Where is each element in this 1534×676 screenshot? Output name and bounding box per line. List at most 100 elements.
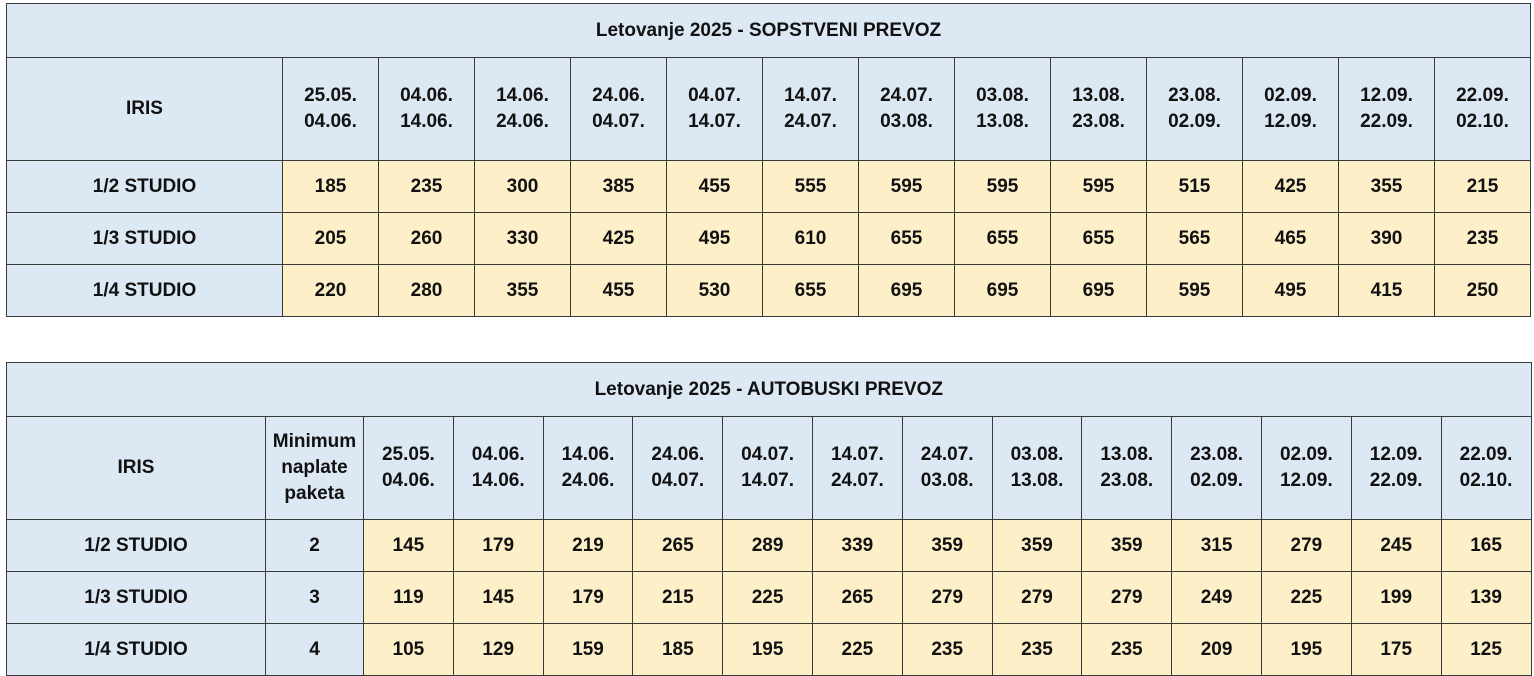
price-cell: 425 [570, 212, 667, 265]
period-start: 02.09. [1264, 85, 1317, 106]
price-cell: 195 [722, 623, 813, 676]
period-start: 04.07. [741, 444, 794, 465]
table-row: 1/4 STUDIO 220 280 355 455 530 655 695 695 695 595… [6, 264, 1531, 317]
price-cell: 279 [901, 571, 993, 624]
period-header: 23.08. 02.09. [1146, 57, 1243, 161]
price-cell: 215 [1434, 160, 1531, 213]
price-cell: 235 [991, 623, 1083, 676]
price-cell: 565 [1146, 212, 1243, 265]
table-title-row: Letovanje 2025 - AUTOBUSKI PREVOZ [6, 362, 1532, 417]
price-cell: 139 [1440, 571, 1532, 624]
price-cell: 105 [363, 623, 454, 676]
price-cell: 355 [1338, 160, 1435, 213]
price-cell: 235 [1434, 212, 1531, 265]
price-cell: 185 [282, 160, 379, 213]
period-header: 25.05. 04.06. [282, 57, 379, 161]
period-header: 04.07. 14.07. [722, 416, 813, 520]
price-cell: 225 [722, 571, 813, 624]
period-end: 14.07. [688, 111, 741, 132]
price-cell: 219 [542, 519, 634, 572]
price-cell: 215 [632, 571, 724, 624]
period-end: 12.09. [1279, 470, 1333, 491]
price-cell: 165 [1440, 519, 1532, 572]
table-row: 1/3 STUDIO 205 260 330 425 495 610 655 655 655 565… [6, 212, 1531, 265]
price-cell: 425 [1242, 160, 1339, 213]
price-cell: 595 [1050, 160, 1147, 213]
price-cell: 695 [1050, 264, 1147, 317]
period-start: 12.09. [1369, 444, 1423, 465]
price-cell: 250 [1434, 264, 1531, 317]
price-cell: 195 [1260, 623, 1352, 676]
price-cell: 209 [1171, 623, 1262, 676]
price-cell: 359 [901, 519, 993, 572]
price-cell: 385 [570, 160, 667, 213]
period-header: 14.06. 24.06. [474, 57, 571, 161]
period-end: 24.06. [561, 470, 615, 491]
period-header: 14.07. 24.07. [762, 57, 859, 161]
period-header: 02.09. 12.09. [1260, 416, 1352, 520]
price-cell: 265 [811, 571, 903, 624]
price-cell: 129 [452, 623, 544, 676]
room-type-label: 1/4 STUDIO [6, 264, 283, 317]
period-start: 03.08. [1010, 444, 1064, 465]
price-cell: 225 [1260, 571, 1352, 624]
period-start: 24.06. [651, 444, 705, 465]
period-start: 14.06. [496, 85, 549, 106]
table-row: 1/2 STUDIO 185 235 300 385 455 555 595 595 595 515… [6, 160, 1531, 213]
room-type-label: 1/3 STUDIO [6, 571, 266, 624]
period-end: 03.08. [920, 470, 974, 491]
price-cell: 175 [1350, 623, 1442, 676]
period-start: 24.07. [920, 444, 974, 465]
period-end: 04.06. [304, 111, 357, 132]
table-title-row: Letovanje 2025 - SOPSTVENI PREVOZ [6, 3, 1531, 58]
period-header: 14.07. 24.07. [811, 416, 903, 520]
period-header: 12.09. 22.09. [1338, 57, 1435, 161]
period-end: 02.10. [1456, 111, 1509, 132]
hotel-name-cell: IRIS [6, 57, 283, 161]
price-cell: 415 [1338, 264, 1435, 317]
period-header: 03.08. 13.08. [991, 416, 1083, 520]
price-cell: 235 [378, 160, 475, 213]
room-type-label: 1/3 STUDIO [6, 212, 283, 265]
price-cell: 145 [363, 519, 454, 572]
price-cell: 359 [1081, 519, 1173, 572]
table-row: 1/3 STUDIO 3 119 145 179 215 225 265 279 279 279 24… [6, 571, 1532, 624]
price-table-bus-transport: Letovanje 2025 - AUTOBUSKI PREVOZ IRIS Min… [6, 362, 1532, 676]
price-cell: 655 [1050, 212, 1147, 265]
price-cell: 179 [452, 519, 544, 572]
price-cell: 289 [722, 519, 813, 572]
period-header: 12.09. 22.09. [1350, 416, 1442, 520]
period-start: 25.05. [381, 444, 435, 465]
price-cell: 390 [1338, 212, 1435, 265]
price-cell: 279 [1260, 519, 1352, 572]
period-end: 02.09. [1168, 111, 1221, 132]
price-cell: 555 [762, 160, 859, 213]
period-start: 12.09. [1360, 85, 1413, 106]
period-header: 24.06. 04.07. [632, 416, 724, 520]
period-end: 24.07. [830, 470, 884, 491]
price-cell: 515 [1146, 160, 1243, 213]
period-header: 14.06. 24.06. [542, 416, 634, 520]
price-cell: 235 [1081, 623, 1173, 676]
period-header: 25.05. 04.06. [363, 416, 454, 520]
room-type-label: 1/4 STUDIO [6, 623, 266, 676]
table-row: 1/4 STUDIO 4 105 129 159 185 195 225 235 235 235 20… [6, 623, 1532, 676]
price-cell: 359 [991, 519, 1083, 572]
minimum-payment-header: Minimum naplate paketa [265, 416, 364, 520]
minimum-payment-label-line: paketa [284, 483, 345, 504]
period-header: 02.09. 12.09. [1242, 57, 1339, 161]
price-cell: 495 [666, 212, 763, 265]
period-header: 24.06. 04.07. [570, 57, 667, 161]
period-start: 13.08. [1100, 444, 1154, 465]
price-cell: 330 [474, 212, 571, 265]
table-title: Letovanje 2025 - SOPSTVENI PREVOZ [6, 3, 1531, 58]
price-cell: 695 [954, 264, 1051, 317]
price-cell: 315 [1171, 519, 1262, 572]
price-cell: 595 [954, 160, 1051, 213]
period-header: 04.07. 14.07. [666, 57, 763, 161]
period-start: 04.06. [471, 444, 525, 465]
price-cell: 279 [991, 571, 1083, 624]
period-end: 04.07. [592, 111, 645, 132]
price-cell: 185 [632, 623, 724, 676]
price-cell: 455 [666, 160, 763, 213]
